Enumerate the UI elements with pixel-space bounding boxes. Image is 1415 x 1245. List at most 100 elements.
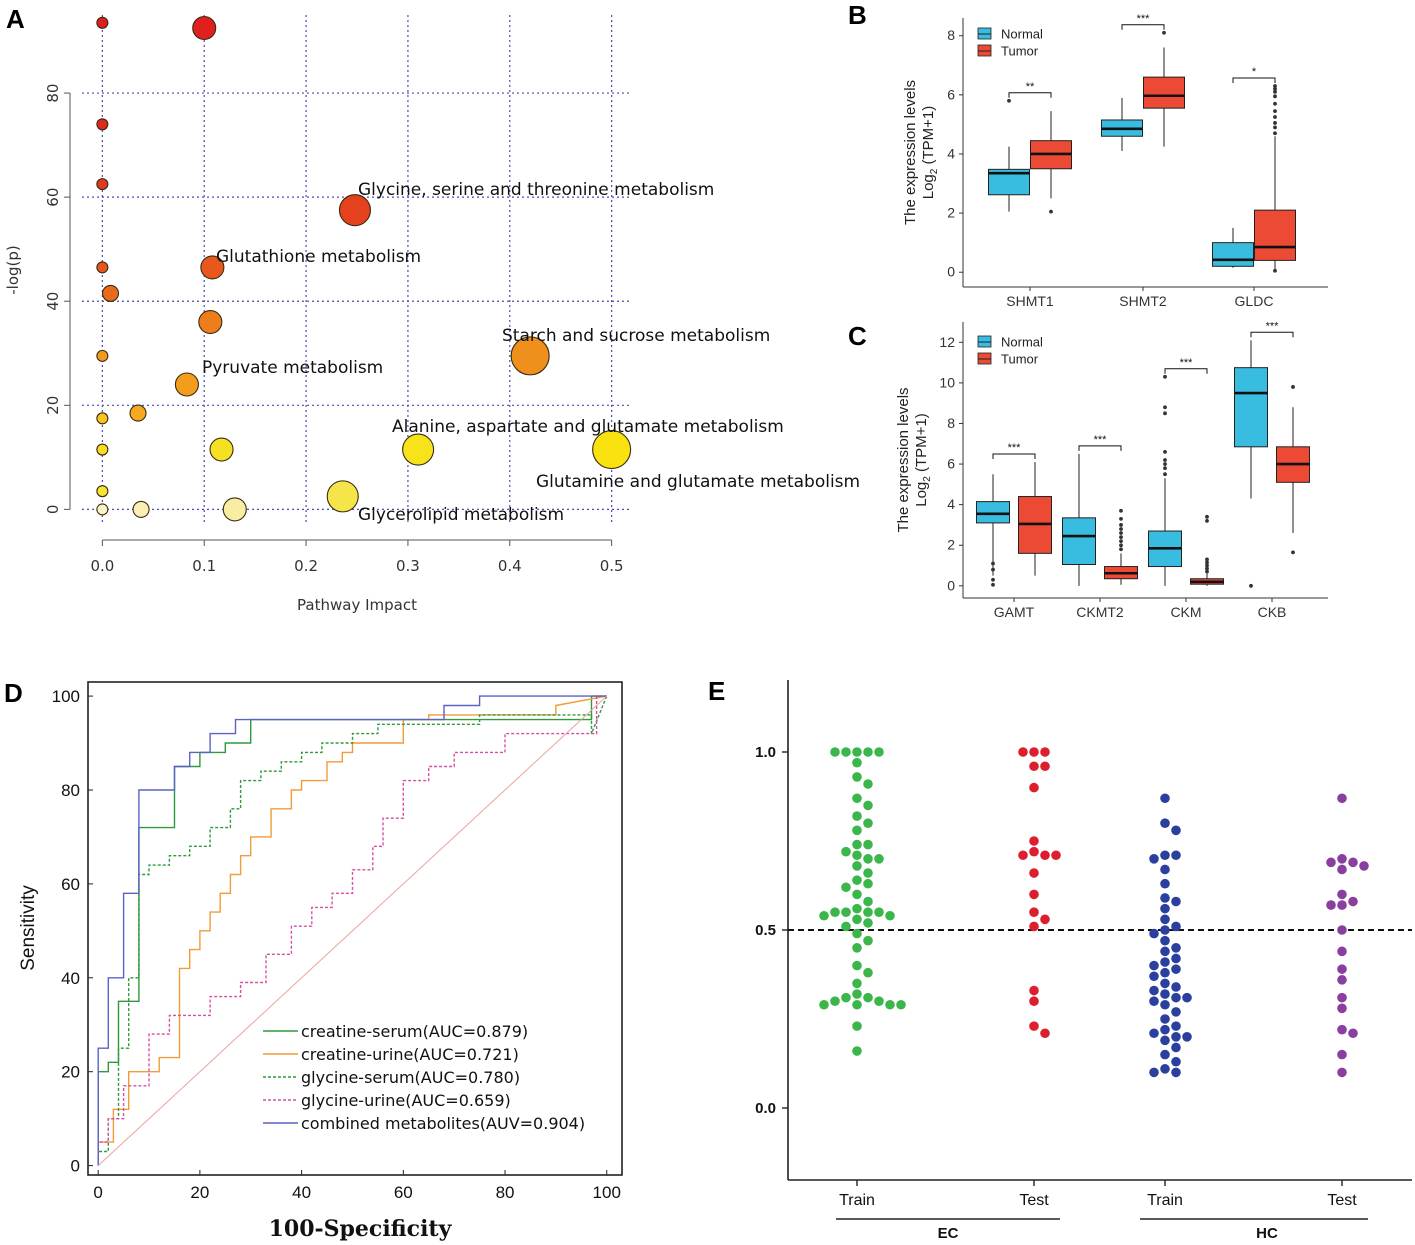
x-tick-label: SHMT1: [1006, 293, 1054, 309]
y-subtitle-log: Log: [920, 174, 937, 199]
box-normal: [1212, 242, 1254, 267]
outlier-point: [1163, 411, 1167, 416]
x-tick-label: 100: [593, 1183, 621, 1202]
significance-bracket: [1078, 445, 1122, 451]
outlier-point: [1273, 131, 1277, 136]
significance-bracket: [1121, 24, 1165, 30]
data-dot: [1171, 992, 1181, 1003]
outlier-point: [991, 567, 995, 572]
data-dot: [852, 960, 862, 971]
data-dot: [863, 818, 873, 828]
x-tick-label: Test: [1327, 1192, 1357, 1209]
box-normal: [1234, 367, 1268, 448]
outlier-point: [1163, 466, 1167, 471]
data-dot: [852, 811, 862, 821]
outlier-point: [1119, 516, 1123, 521]
x-tick-label: GAMT: [994, 604, 1035, 620]
outlier-point: [1205, 560, 1209, 565]
data-dot: [874, 996, 884, 1006]
data-dot: [1171, 825, 1181, 836]
outlier-point: [1273, 94, 1277, 99]
x-tick-label: 20: [190, 1183, 209, 1202]
panel-label-c: C: [848, 321, 867, 351]
data-dot: [1160, 864, 1170, 875]
significance-bracket: [1008, 92, 1052, 98]
data-dot: [852, 1046, 862, 1056]
data-dot: [841, 882, 851, 893]
box-normal: [976, 501, 1010, 524]
significance-label: ***: [1008, 442, 1022, 454]
data-point: [200, 255, 225, 280]
x-tick-label: GLDC: [1235, 293, 1274, 309]
data-point: [96, 443, 109, 456]
legend-label: Tumor: [1001, 352, 1039, 367]
outlier-point: [1249, 583, 1253, 588]
outlier-point: [1273, 125, 1277, 130]
significance-label: ***: [1266, 320, 1280, 332]
data-dot: [1171, 850, 1181, 861]
outlier-point: [1273, 115, 1277, 119]
data-dot: [852, 1021, 862, 1031]
data-dot: [1171, 943, 1181, 953]
data-dot: [1337, 1024, 1347, 1035]
data-dot: [1160, 957, 1170, 967]
data-dot: [852, 861, 862, 871]
y-tick-label: 2: [947, 205, 955, 221]
data-point: [96, 349, 109, 362]
data-dot: [1040, 747, 1050, 757]
data-dot: [874, 854, 884, 864]
data-dot: [1160, 893, 1170, 903]
data-dot: [1160, 878, 1170, 889]
x-tick-label: 80: [496, 1183, 515, 1202]
data-dot: [1040, 914, 1050, 925]
roc-curve: [97, 695, 608, 1166]
data-point: [96, 503, 109, 516]
y-tick-label: 12: [939, 334, 955, 350]
y-tick-label: 60: [61, 875, 80, 894]
outlier-point: [1273, 109, 1277, 114]
data-dot: [1160, 1024, 1170, 1035]
y-tick-label: 0.5: [755, 922, 776, 939]
data-dot: [863, 992, 873, 1003]
point-annotation: Pyruvate metabolism: [202, 358, 383, 378]
data-dot: [896, 999, 906, 1010]
x-tick-label: 40: [292, 1183, 311, 1202]
outlier-point: [1007, 98, 1011, 103]
significance-bracket: [1250, 331, 1294, 338]
data-dot: [852, 875, 862, 885]
panel-label-e: E: [708, 676, 725, 706]
x-tick-label: 0.1: [192, 557, 216, 575]
outlier-point: [1119, 531, 1123, 535]
outlier-point: [1119, 547, 1123, 552]
data-dot: [1337, 1049, 1347, 1060]
data-dot: [1171, 921, 1181, 932]
legend-label: creatine-serum(AUC=0.879): [301, 1022, 528, 1041]
y-axis-title: -log(p): [4, 245, 22, 295]
data-dot: [852, 928, 862, 939]
x-tick-label: Test: [1019, 1192, 1049, 1209]
data-dot: [1149, 1067, 1159, 1078]
data-dot: [1149, 996, 1159, 1006]
data-dot: [841, 846, 851, 857]
dot-plot-chart: 0.0 0.5 1.0 Train Test Train Test EC HC: [755, 680, 1412, 1242]
data-dot: [1018, 747, 1028, 757]
data-dot: [1171, 982, 1181, 992]
data-dot: [1051, 850, 1061, 861]
data-dot: [1029, 907, 1039, 917]
point-annotation: Glutamine and glutamate metabolism: [536, 472, 860, 492]
legend-label: creatine-urine(AUC=0.721): [301, 1045, 519, 1064]
legend-label: Normal: [1001, 27, 1043, 42]
data-dot: [1160, 1014, 1170, 1024]
data-dot: [1160, 1049, 1170, 1060]
data-dot: [1040, 761, 1050, 772]
data-dot: [1029, 868, 1039, 878]
data-dot: [1348, 1028, 1358, 1039]
data-dot: [852, 793, 862, 804]
point-annotation: Alanine, aspartate and glutamate metabol…: [392, 417, 784, 437]
data-dot: [852, 772, 862, 782]
data-dot: [1029, 921, 1039, 932]
data-dot: [1160, 1064, 1170, 1074]
data-dot: [863, 839, 873, 850]
